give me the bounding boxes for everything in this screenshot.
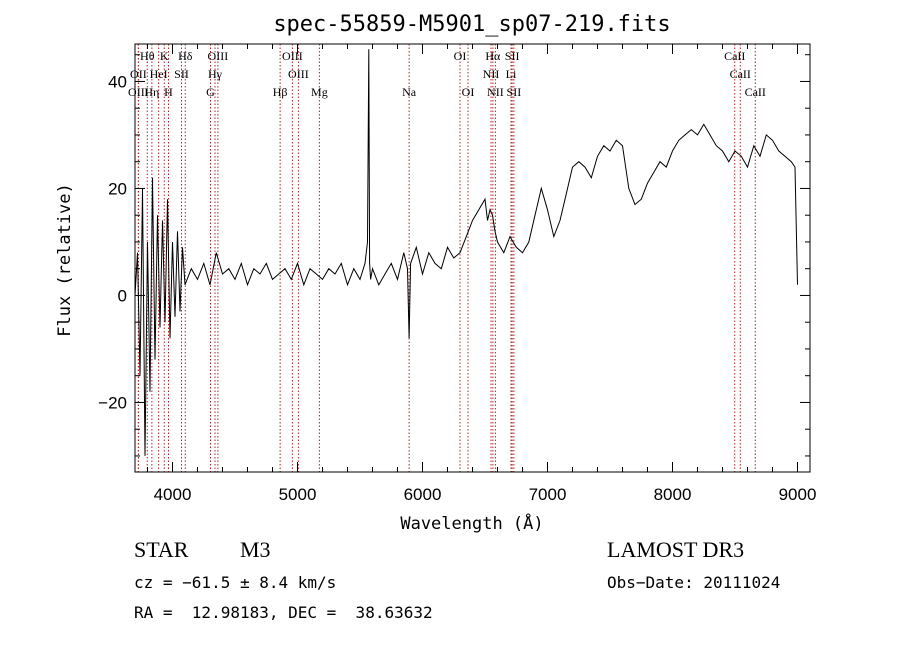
x-axis-label: Wavelength (Å) [400, 512, 543, 534]
line-label: Li [506, 67, 517, 81]
line-label: Hα [485, 49, 501, 63]
line-label: H [164, 85, 173, 99]
y-tick-label: 40 [108, 72, 127, 91]
spectrum-line [134, 49, 798, 456]
line-label: OI [462, 85, 475, 99]
line-label: Hδ [178, 49, 193, 63]
class-label: STAR [134, 537, 189, 562]
line-label: Mg [311, 85, 328, 99]
line-label: OIII [128, 85, 149, 99]
cz-label: cz = −61.5 ± 8.4 km/s [134, 573, 337, 592]
line-label: CaII [745, 85, 766, 99]
x-tick-label: 6000 [404, 485, 442, 504]
line-label: SII [505, 49, 520, 63]
line-label: G [206, 85, 215, 99]
line-label: K [160, 49, 169, 63]
y-axis-label: Flux (relative) [55, 183, 75, 337]
line-label: SII [507, 85, 522, 99]
line-label: Hη [144, 85, 159, 99]
line-label: OIII [282, 49, 303, 63]
line-label: HeI [150, 67, 168, 81]
x-tick-label: 4000 [154, 485, 192, 504]
line-label: Hγ [208, 67, 223, 81]
y-tick-label: 20 [108, 179, 127, 198]
obs-date-label: Obs−Date: 20111024 [607, 573, 781, 592]
plot-frame [134, 43, 811, 473]
x-tick-label: 9000 [779, 485, 817, 504]
x-axis: 4000 5000 6000 7000 8000 9000 [147, 44, 817, 504]
line-label: OIII [288, 67, 309, 81]
survey-label: LAMOST DR3 [607, 537, 745, 562]
line-labels: Hθ K Hδ OIII OIII OI Hα SII CaII OII HeI SII Hγ OIII N… [128, 49, 766, 99]
line-label: Hβ [273, 85, 288, 99]
line-label: NII [483, 67, 500, 81]
line-label: OI [454, 49, 467, 63]
line-label: Hθ [140, 49, 155, 63]
line-label: Na [402, 85, 417, 99]
line-label: SII [174, 67, 189, 81]
subclass-label: M3 [240, 537, 271, 562]
y-tick-label: −20 [98, 393, 127, 412]
line-label: CaII [730, 67, 751, 81]
y-axis: −20 0 20 40 [98, 54, 810, 457]
chart-title: spec-55859-M5901_sp07-219.fits [273, 12, 670, 37]
line-label: OII [130, 67, 147, 81]
line-label: NII [487, 85, 504, 99]
radec-label: RA = 12.98183, DEC = 38.63632 [134, 603, 433, 622]
line-label: OIII [208, 49, 229, 63]
x-tick-label: 7000 [529, 485, 567, 504]
x-tick-label: 5000 [279, 485, 317, 504]
x-tick-label: 8000 [654, 485, 692, 504]
y-tick-label: 0 [118, 286, 127, 305]
line-markers [137, 44, 756, 472]
line-label: CaII [724, 49, 745, 63]
